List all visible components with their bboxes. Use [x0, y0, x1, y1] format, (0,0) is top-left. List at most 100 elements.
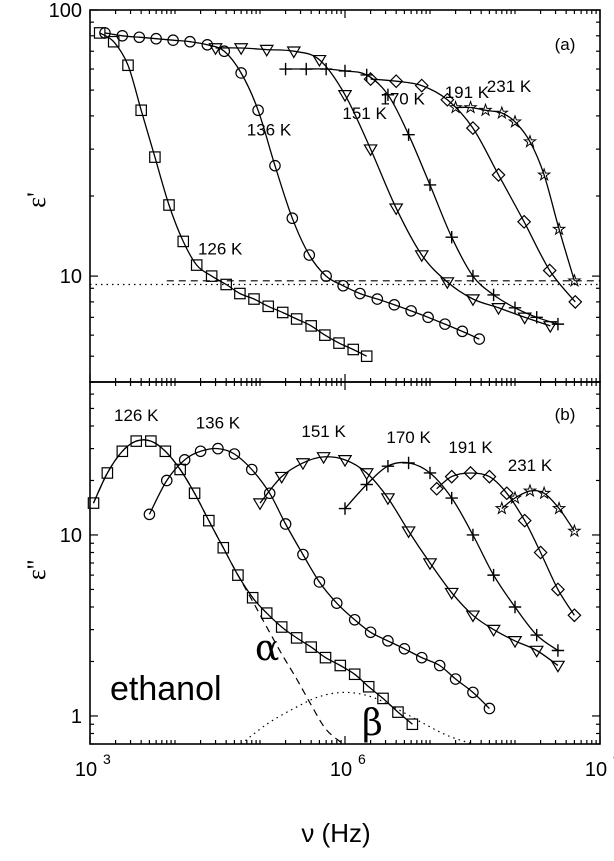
b-data-point	[313, 576, 326, 588]
a-data-point	[440, 277, 455, 290]
a-data-point	[269, 159, 281, 172]
a-y-tick-label: 100	[49, 0, 82, 22]
b-data-point	[305, 641, 317, 653]
a-temperature-label: 151 K	[342, 104, 387, 123]
b-data-point	[467, 686, 479, 699]
b-data-point	[290, 632, 303, 644]
x-tick-label: 10	[75, 759, 97, 781]
a-fit-line	[104, 32, 480, 340]
a-data-point	[507, 114, 523, 128]
b-data-point	[380, 493, 396, 506]
a-data-point	[448, 99, 463, 114]
b-data-point	[567, 523, 582, 538]
b-data-point	[194, 445, 207, 458]
a-data-point	[371, 293, 384, 305]
a-data-point	[381, 88, 395, 102]
b-data-point	[483, 702, 496, 715]
a-data-point	[530, 311, 543, 324]
b-data-point	[130, 435, 143, 447]
a-data-point	[445, 231, 458, 244]
b-data-point	[188, 487, 201, 500]
a-data-point	[320, 270, 332, 282]
b-data-point	[422, 558, 438, 571]
a-data-point	[133, 31, 146, 44]
b-data-point	[364, 626, 377, 639]
b-data-point	[499, 486, 514, 501]
b-data-point	[444, 469, 459, 484]
b-data-point	[423, 466, 437, 480]
a-data-point	[116, 29, 129, 42]
b-fit-line	[259, 456, 559, 667]
sample-label: ethanol	[110, 670, 222, 708]
a-data-point	[286, 212, 299, 225]
b-data-point	[406, 718, 419, 731]
a-data-point	[478, 102, 493, 117]
b-data-point	[486, 624, 501, 637]
a-fit-line	[99, 32, 367, 357]
b-data-point	[116, 445, 129, 458]
b-data-point	[297, 548, 309, 561]
b-data-point	[533, 545, 548, 560]
a-data-point	[360, 68, 373, 82]
b-data-point	[348, 613, 361, 626]
b-data-point	[101, 467, 114, 479]
a-data-point	[466, 269, 480, 283]
x-tick-label: 10	[330, 759, 352, 781]
b-data-point	[279, 518, 292, 530]
b-temperature-label: 151 K	[301, 422, 346, 441]
a-data-point	[262, 300, 275, 313]
a-data-point	[402, 128, 415, 141]
a-data-point	[205, 270, 218, 282]
b-data-point	[212, 442, 224, 455]
b-data-point	[360, 478, 373, 491]
a-data-point	[184, 35, 196, 48]
b-data-point	[178, 454, 191, 466]
b-data-point	[160, 474, 173, 487]
b-data-point	[507, 636, 523, 649]
a-data-point	[465, 294, 481, 307]
a-data-point	[107, 35, 120, 48]
a-data-point	[354, 287, 366, 300]
a-data-point	[286, 46, 302, 59]
b-data-point	[529, 645, 544, 658]
b-data-point	[232, 569, 244, 581]
a-data-point	[543, 321, 558, 334]
a-data-point	[465, 121, 480, 136]
b-data-point	[494, 500, 510, 515]
a-data-point	[456, 325, 469, 338]
a-data-point	[303, 249, 316, 261]
b-data-point	[482, 469, 497, 484]
a-data-point	[190, 259, 203, 271]
a-data-point	[208, 43, 223, 56]
a-data-point	[149, 151, 161, 163]
beta-relaxation-curve	[240, 691, 474, 745]
b-data-point	[466, 528, 480, 542]
a-data-point	[517, 312, 532, 325]
b-data-point	[348, 668, 361, 681]
b-data-point	[415, 651, 428, 664]
a-data-point	[338, 64, 352, 78]
a-data-point	[388, 203, 404, 216]
a-data-point	[440, 92, 455, 107]
x-tick-exponent: 6	[358, 751, 366, 767]
b-data-point	[330, 597, 343, 609]
b-data-point	[508, 600, 522, 614]
b-data-point	[444, 587, 459, 601]
a-data-point	[276, 306, 289, 319]
a-data-point	[439, 318, 451, 330]
a-data-point	[463, 99, 478, 114]
b-data-point	[507, 490, 523, 505]
a-data-point	[522, 134, 538, 148]
alpha-relaxation-curve	[92, 439, 346, 745]
a-data-point	[422, 311, 434, 324]
a-data-point	[220, 278, 232, 291]
b-data-point	[359, 468, 374, 481]
b-data-point	[337, 455, 353, 468]
panel-a-ticks: 10 100	[49, 0, 601, 383]
panel-a-y-axis-label: ε'	[22, 192, 51, 208]
b-data-point	[145, 435, 157, 447]
b-data-point	[382, 635, 394, 647]
a-data-point	[93, 27, 106, 39]
b-data-point	[377, 692, 389, 705]
